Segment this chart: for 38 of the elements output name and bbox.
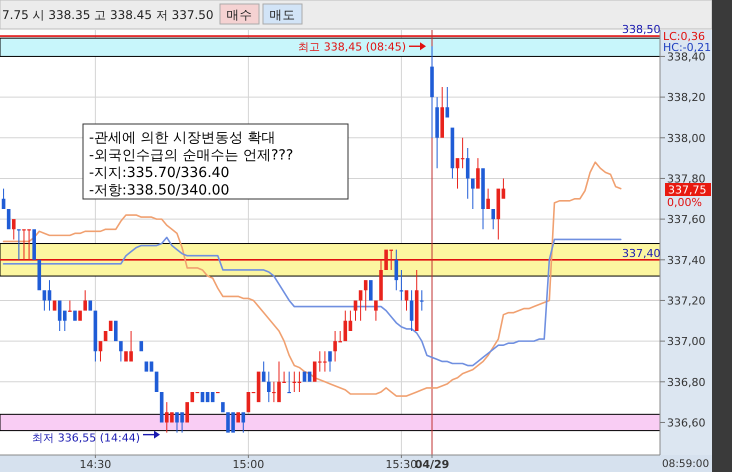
text: 08:59:00 (662, 458, 710, 470)
x-tick-label: 04/29 (414, 458, 450, 471)
text: 매도 (270, 7, 296, 22)
text: 7.75 시 338.35 고 338.45 저 337.50 (2, 8, 214, 22)
annotation: -저항:338.50/340.00 (89, 182, 230, 198)
y-tick-label: 336,80 (667, 376, 706, 389)
candlestick (17, 229, 21, 260)
candlestick (400, 270, 404, 300)
price-tag: 337,75 (665, 183, 711, 196)
text: LC:0,36 (663, 30, 706, 43)
ref-line-label: 337,40 (622, 246, 660, 260)
annotation: -관세에 의한 시장변동성 확대 (89, 130, 276, 146)
y-tick-label: 337,00 (667, 335, 706, 348)
text: 0,00% (667, 196, 702, 209)
y-tick-label: 338,20 (667, 91, 706, 104)
y-tick-label: 337,20 (667, 294, 706, 308)
y-tick-label: 338,00 (667, 132, 706, 145)
line-series (2, 161, 622, 397)
y-tick-label: 337,60 (667, 213, 706, 226)
candlestick (287, 372, 291, 394)
x-tick-label: 15:00 (232, 458, 264, 471)
y-tick-label: 337,80 (667, 172, 706, 186)
candlestick (430, 46, 434, 138)
text: 매수 (226, 7, 252, 22)
candlestick (420, 290, 424, 311)
y-tick-label: 336,60 (667, 416, 706, 430)
x-tick-label: 14:30 (80, 458, 112, 471)
text: HC:-0,21 (663, 41, 712, 54)
candlestick (68, 300, 72, 312)
annotation: -외국인수급의 순매수는 언제??? (89, 148, 294, 164)
ref-line-label: 338,50 (622, 23, 660, 36)
annotation: 최저 336,55 (14:44) (32, 432, 140, 445)
annotation: -지지:335.70/336.40 (89, 165, 230, 181)
annotation: 최고 338,45 (08:45) (298, 40, 406, 54)
candlestick (73, 310, 77, 321)
line-series (2, 236, 622, 366)
y-tick-label: 337,40 (667, 254, 706, 267)
candlestick (98, 341, 102, 362)
